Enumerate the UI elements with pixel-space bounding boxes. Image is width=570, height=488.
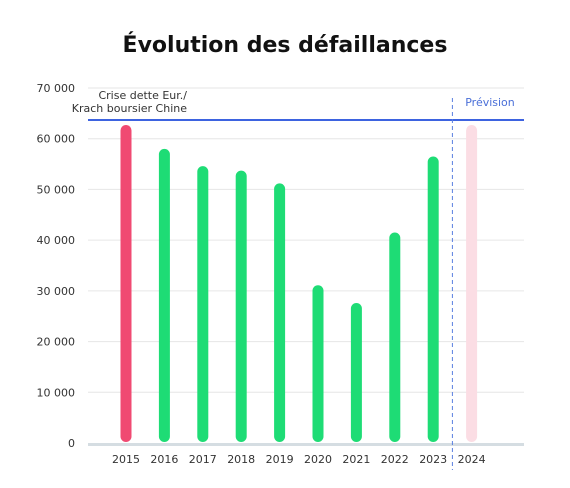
x-tick-label: 2018 (227, 453, 255, 466)
x-tick-label: 2016 (150, 453, 178, 466)
bar-2023 (427, 156, 439, 442)
y-tick-label: 10 000 (37, 386, 76, 399)
reference-line-label-line: Krach boursier Chine (72, 102, 187, 115)
x-tick-label: 2023 (419, 453, 447, 466)
bar-2019 (274, 183, 286, 442)
bar-2020 (312, 285, 324, 442)
x-tick-label: 2021 (342, 453, 370, 466)
y-tick-label: 70 000 (37, 82, 76, 95)
bars (120, 125, 478, 443)
x-tick-label: 2015 (112, 453, 140, 466)
gridlines (88, 87, 524, 446)
bar-2017 (197, 166, 209, 442)
bar-2022 (389, 232, 401, 442)
y-tick-label: 50 000 (37, 183, 76, 196)
reference-line-label: Crise dette Eur./Krach boursier Chine (72, 89, 188, 115)
bar-2015 (120, 125, 132, 443)
y-axis: 0 10 000 20 000 30 000 40 000 50 000 60 000 70 … (37, 82, 76, 450)
y-tick-label: 0 (68, 437, 75, 450)
forecast-divider-group: Prévision (451, 96, 515, 470)
forecast-label: Prévision (465, 96, 515, 109)
chart-title: Évolution des défaillances (123, 32, 448, 58)
reference-line-group: Crise dette Eur./Krach boursier Chine (72, 89, 524, 121)
bar-2018 (235, 170, 247, 442)
y-tick-label: 20 000 (37, 336, 76, 349)
y-tick-label: 30 000 (37, 285, 76, 298)
x-tick-label: 2022 (381, 453, 409, 466)
x-tick-label: 2017 (189, 453, 217, 466)
x-tick-label: 2024 (458, 453, 486, 466)
bar-2016 (158, 148, 170, 442)
bar-2021 (350, 303, 362, 442)
reference-line-label-line: Crise dette Eur./ (98, 89, 187, 102)
x-tick-label: 2020 (304, 453, 332, 466)
x-tick-label: 2019 (266, 453, 294, 466)
y-tick-label: 40 000 (37, 234, 76, 247)
y-tick-label: 60 000 (37, 133, 76, 146)
bar-2024 (466, 125, 478, 443)
x-axis: 2015 2016 2017 2018 2019 2020 2021 2022 2023 2024 (112, 453, 486, 466)
